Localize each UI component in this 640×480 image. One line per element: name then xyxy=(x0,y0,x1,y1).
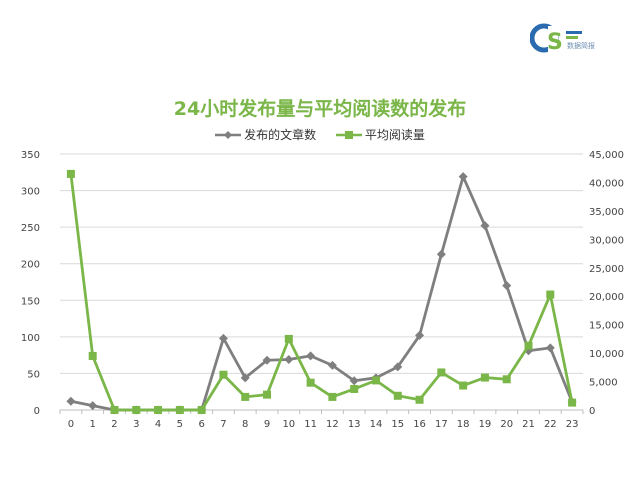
logo-caption: 数据简报 xyxy=(567,42,595,50)
x-tick-label: 19 xyxy=(479,419,492,430)
articles-data-point xyxy=(502,281,512,291)
y-right-tick-label: 30,000 xyxy=(589,235,624,246)
logo: S xyxy=(529,22,602,56)
y-left-tick-label: 200 xyxy=(21,260,40,271)
articles-data-point xyxy=(88,401,98,411)
diamond-line-icon xyxy=(215,130,242,139)
legend-label-articles: 发布的文章数 xyxy=(244,128,317,142)
x-tick-label: 11 xyxy=(304,419,317,430)
reads-data-point xyxy=(393,391,402,400)
chart-title: 24小时发布量与平均阅读数的发布 xyxy=(173,98,467,120)
y-left-tick-label: 0 xyxy=(34,406,40,417)
y-right-tick-label: 45,000 xyxy=(589,150,624,161)
y-right-tick-label: 15,000 xyxy=(589,321,624,332)
reads-data-point xyxy=(66,169,75,178)
articles-data-point xyxy=(436,249,446,259)
reads-data-point xyxy=(350,384,359,393)
x-tick-label: 13 xyxy=(348,419,361,430)
reads-data-point xyxy=(241,392,250,401)
reads-data-point xyxy=(437,368,446,377)
y-right-tick-label: 35,000 xyxy=(589,207,624,218)
square-line-icon xyxy=(335,130,362,139)
x-tick-label: 3 xyxy=(133,419,139,430)
articles-data-point xyxy=(327,360,337,370)
y-right-tick-label: 25,000 xyxy=(589,264,624,275)
reads-data-point xyxy=(175,406,184,414)
x-tick-label: 17 xyxy=(435,419,448,430)
y-right-tick-label: 10,000 xyxy=(589,349,624,360)
x-tick-label: 9 xyxy=(264,419,270,430)
reads-data-point xyxy=(524,341,533,350)
y-left-tick-label: 100 xyxy=(21,333,40,344)
x-tick-label: 18 xyxy=(457,419,470,430)
x-tick-label: 10 xyxy=(282,419,295,430)
reads-data-point xyxy=(306,378,315,387)
articles-data-point xyxy=(545,343,555,353)
articles-data-point xyxy=(480,221,490,231)
articles-data-point xyxy=(306,351,316,361)
legend-label-reads: 平均阅读量 xyxy=(364,128,425,142)
reads-data-point xyxy=(263,390,272,399)
reads-data-point xyxy=(480,373,489,382)
svg-text:S: S xyxy=(547,30,563,55)
reads-data-point xyxy=(546,290,555,299)
x-tick-label: 12 xyxy=(326,419,339,430)
x-tick-label: 20 xyxy=(500,419,513,430)
x-tick-label: 16 xyxy=(413,419,426,430)
articles-data-point xyxy=(393,362,403,372)
y-left-tick-label: 250 xyxy=(21,223,40,234)
logo-mark-icon: S xyxy=(529,23,582,55)
reads-data-point xyxy=(284,334,293,343)
y-left-tick-label: 150 xyxy=(21,296,40,307)
reads-data-point xyxy=(110,406,119,414)
reads-data-point xyxy=(197,406,206,414)
y-right-tick-label: 20,000 xyxy=(589,292,624,303)
x-tick-label: 14 xyxy=(370,419,383,430)
y-left-tick-label: 350 xyxy=(21,150,40,161)
legend-item-reads: 平均阅读量 xyxy=(335,126,425,143)
articles-data-point xyxy=(218,333,228,343)
y-left-tick-label: 50 xyxy=(27,369,40,380)
x-tick-label: 2 xyxy=(111,419,117,430)
articles-data-point xyxy=(284,355,294,365)
chart-legend: 发布的文章数 平均阅读量 xyxy=(0,126,640,143)
reads-data-point xyxy=(459,381,468,390)
x-tick-label: 15 xyxy=(391,419,404,430)
reads-data-point xyxy=(132,406,141,414)
reads-data-point xyxy=(154,406,163,414)
x-tick-label: 21 xyxy=(522,419,535,430)
y-left-tick-label: 300 xyxy=(21,187,40,198)
reads-data-point xyxy=(415,395,424,404)
x-tick-label: 1 xyxy=(90,419,96,430)
articles-data-point xyxy=(66,396,76,406)
reads-data-point xyxy=(568,398,577,407)
x-tick-label: 5 xyxy=(177,419,183,430)
x-tick-label: 0 xyxy=(68,419,74,430)
reads-data-point xyxy=(219,370,228,379)
x-tick-label: 6 xyxy=(198,419,204,430)
x-tick-label: 23 xyxy=(566,419,579,430)
x-tick-label: 8 xyxy=(242,419,248,430)
reads-data-point xyxy=(502,375,511,384)
articles-data-point xyxy=(240,373,250,383)
y-right-tick-label: 0 xyxy=(589,406,595,417)
reads-data-point xyxy=(328,392,337,401)
y-right-tick-label: 40,000 xyxy=(589,178,624,189)
articles-data-point xyxy=(415,330,425,340)
articles-data-point xyxy=(458,172,468,182)
legend-item-articles: 发布的文章数 xyxy=(215,126,316,143)
articles-data-point xyxy=(349,376,359,386)
y-right-tick-label: 5,000 xyxy=(589,378,618,389)
x-tick-label: 4 xyxy=(155,419,161,430)
x-tick-label: 7 xyxy=(220,419,226,430)
x-tick-label: 22 xyxy=(544,419,557,430)
reads-series-line xyxy=(69,173,574,412)
articles-series-line xyxy=(70,175,574,412)
articles-data-point xyxy=(262,355,272,365)
reads-data-point xyxy=(371,376,380,385)
reads-data-point xyxy=(88,351,97,360)
